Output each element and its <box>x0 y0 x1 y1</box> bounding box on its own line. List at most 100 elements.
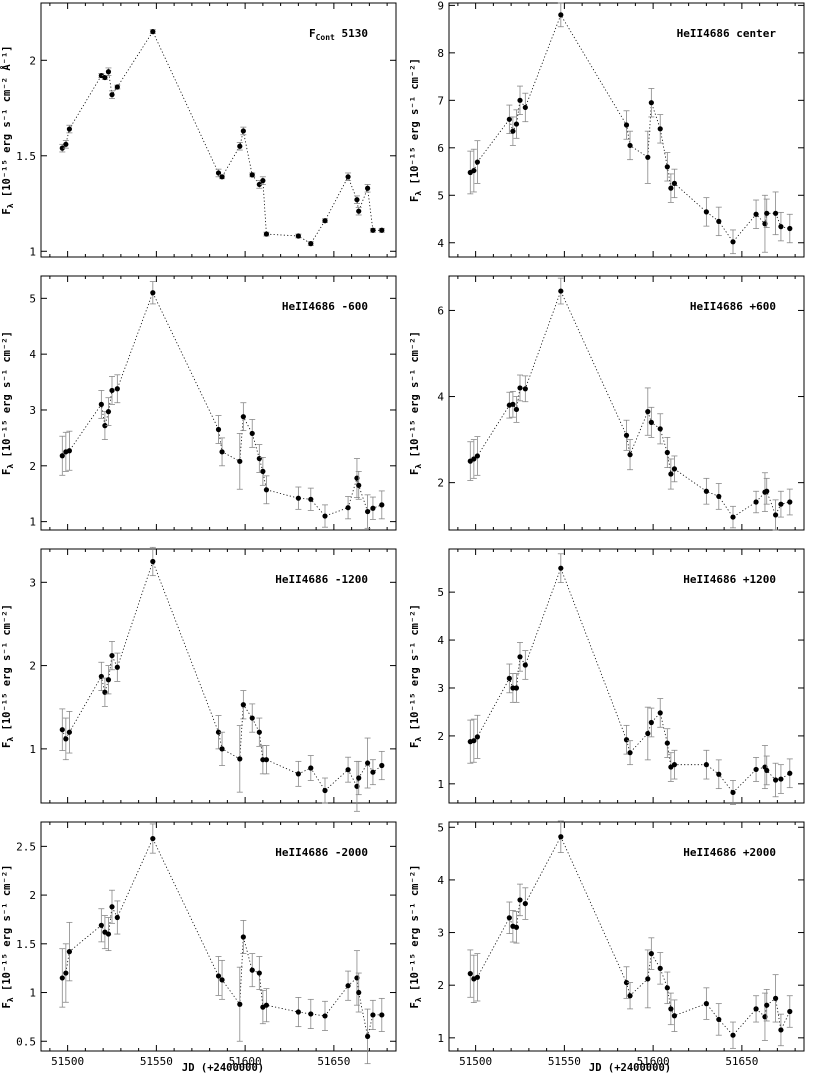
data-point <box>753 766 759 773</box>
y-axis-label-symbol: F <box>1 208 13 214</box>
data-point <box>322 1013 328 1019</box>
data-point <box>249 715 255 721</box>
data-point <box>522 386 528 392</box>
data-point <box>506 675 512 681</box>
y-axis-label-unit: [10⁻¹⁵ erg s⁻¹ cm⁻²] <box>1 865 13 998</box>
x-tick-label: 51600 <box>637 1055 670 1068</box>
data-point <box>517 385 523 391</box>
x-tick-label: 51500 <box>51 1055 84 1068</box>
data-point <box>773 210 779 216</box>
data-point <box>379 1012 385 1018</box>
data-point <box>787 225 793 232</box>
y-axis-label: Fλ [10⁻¹⁵ erg s⁻¹ cm⁻²] <box>409 604 423 748</box>
data-point <box>778 224 784 230</box>
data-point <box>237 143 243 149</box>
panel-title: HeII4686 +1200 <box>683 573 776 586</box>
data-point <box>778 501 784 507</box>
data-point <box>474 974 480 980</box>
data-point <box>471 738 477 744</box>
data-point <box>109 904 115 910</box>
y-axis-label-unit: [10⁻¹⁵ erg s⁻¹ cm⁻²] <box>409 865 421 998</box>
data-point <box>773 995 779 1001</box>
y-tick-label: 5 <box>29 292 36 305</box>
data-point <box>356 208 362 214</box>
data-point <box>63 970 69 976</box>
y-tick-label: 4 <box>437 391 444 404</box>
panel-title: HeII4686 center <box>677 27 777 40</box>
y-tick-label: 5 <box>437 189 444 202</box>
data-point <box>764 767 770 774</box>
data-point <box>215 426 222 433</box>
data-point <box>102 74 108 81</box>
data-point <box>66 448 72 454</box>
data-point <box>354 783 360 789</box>
plot-frame <box>448 2 805 258</box>
y-axis-label-symbol: F <box>409 742 421 748</box>
data-point <box>764 210 770 216</box>
data-point <box>308 241 314 247</box>
data-point <box>668 471 674 477</box>
data-point <box>150 290 156 296</box>
data-point <box>114 914 120 921</box>
data-point <box>256 181 262 188</box>
data-point <box>764 1002 770 1008</box>
data-point <box>558 12 564 18</box>
data-point <box>114 386 120 392</box>
data-point <box>648 100 654 106</box>
panel-title-main: HeII4686 -2000 <box>275 846 368 859</box>
data-point <box>762 221 768 227</box>
y-axis-label-symbol: F <box>1 469 13 475</box>
y-axis-label-subscript: λ <box>6 464 15 469</box>
plot-frame <box>40 275 397 531</box>
data-point <box>764 488 770 494</box>
y-axis-label-symbol: F <box>409 1002 421 1008</box>
y-axis-label-unit: [10⁻¹⁵ erg s⁻¹ cm⁻²] <box>409 604 421 737</box>
y-tick-label: 3 <box>29 404 36 417</box>
data-point <box>365 1033 371 1039</box>
data-point <box>645 730 651 737</box>
y-axis-label: Fλ [10⁻¹⁵ erg s⁻¹ cm⁻²] <box>1 331 15 475</box>
panel-title: HeII4686 -2000 <box>275 846 368 859</box>
y-axis-label: Fλ [10⁻¹⁵ erg s⁻¹ cm⁻² Å⁻¹] <box>0 45 15 214</box>
x-tick-label: 51500 <box>459 1055 492 1068</box>
data-point <box>354 197 360 203</box>
data-point <box>773 777 779 783</box>
data-point <box>517 897 523 903</box>
data-point <box>260 178 266 184</box>
data-point <box>237 756 243 762</box>
data-point <box>471 167 477 174</box>
chart-panel: 1 2 3 4 5 Fλ [10⁻¹⁵ erg s⁻¹ cm⁻²] HeII4686 +12… <box>409 548 805 805</box>
series-line <box>470 290 790 518</box>
series-line <box>469 835 791 1036</box>
panel-title: HeII4686 +2000 <box>683 846 776 859</box>
data-point <box>379 502 385 508</box>
panel-title-main: HeII4686 +1200 <box>683 573 776 586</box>
data-point <box>671 762 678 768</box>
data-point <box>263 231 270 237</box>
data-point <box>510 401 516 407</box>
data-point <box>648 719 654 726</box>
chart-panel: 2 4 6 Fλ [10⁻¹⁵ erg s⁻¹ cm⁻²] HeII4686 +600 <box>409 275 805 531</box>
y-tick-label: 4 <box>437 634 444 647</box>
y-axis-label: Fλ [10⁻¹⁵ erg s⁻¹ cm⁻²] <box>409 865 423 1009</box>
data-point <box>506 915 512 921</box>
y-tick-label: 2 <box>29 460 36 473</box>
data-point <box>645 409 651 415</box>
data-point <box>256 729 262 735</box>
y-axis-label-symbol: F <box>1 1002 13 1008</box>
data-point <box>645 154 651 160</box>
y-tick-label: 6 <box>437 142 444 155</box>
data-point <box>345 767 351 773</box>
y-tick-label: 1 <box>437 1032 444 1045</box>
data-point <box>471 456 477 462</box>
data-point <box>703 1001 709 1007</box>
data-point <box>506 116 512 122</box>
chart-panel: 1 2 3 4 5 Fλ [10⁻¹⁵ erg s⁻¹ cm⁻²] HeII4686 -60… <box>1 275 397 531</box>
data-point <box>627 750 633 756</box>
x-tick-label: 51550 <box>548 1055 581 1068</box>
y-tick-label: 8 <box>437 47 444 60</box>
panel-title-main: HeII4686 +2000 <box>683 846 776 859</box>
data-point <box>753 499 759 505</box>
y-tick-label: 2 <box>29 889 36 902</box>
